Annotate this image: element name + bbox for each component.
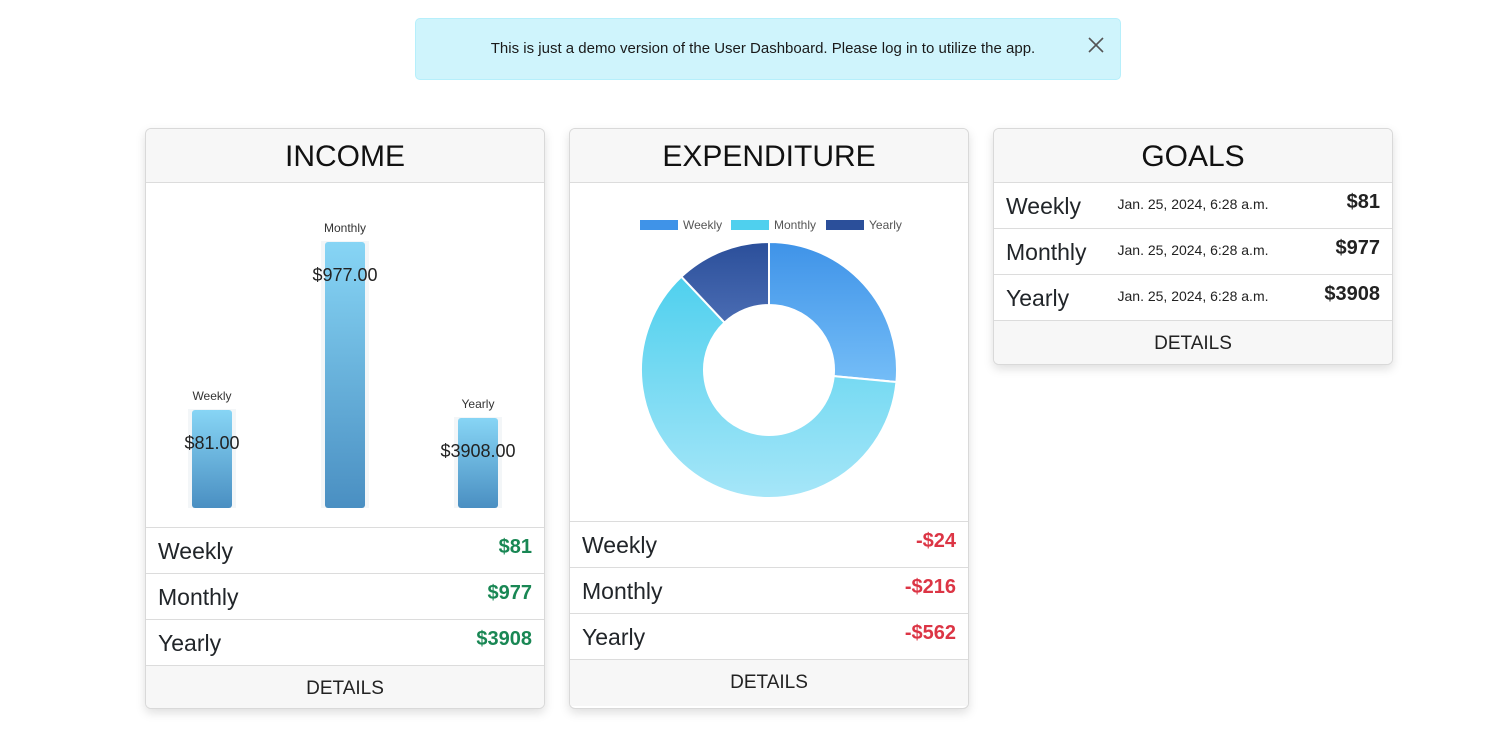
expenditure-row-label: Weekly <box>582 532 657 558</box>
income-bar-chart: Weekly $81.00 Monthly $977.00 Yearly $3908.00 <box>184 221 516 508</box>
income-details-button[interactable]: DETAILS <box>146 665 544 708</box>
income-title: INCOME <box>146 129 544 183</box>
expenditure-row-value: -$562 <box>904 622 956 644</box>
doughnut-slice-yearly[interactable] <box>679 240 770 325</box>
income-bar-yearly[interactable] <box>458 418 498 508</box>
expenditure-row-yearly: Yearly -$562 <box>570 614 968 659</box>
legend-swatch-monthly[interactable] <box>731 220 769 230</box>
expenditure-details-button[interactable]: DETAILS <box>570 659 968 706</box>
doughnut-slice-monthly[interactable] <box>640 275 898 499</box>
expenditure-chart: Weekly Monthly Yearly <box>570 183 968 522</box>
goals-row-yearly: Yearly Jan. 25, 2024, 6:28 a.m. $3908 <box>994 275 1392 320</box>
legend-label-monthly[interactable]: Monthly <box>774 218 816 232</box>
goals-row-label: Monthly <box>1006 239 1087 265</box>
expenditure-row-label: Monthly <box>582 578 663 604</box>
income-row-weekly: Weekly $81 <box>146 528 544 574</box>
doughnut-slice-weekly[interactable] <box>768 240 898 384</box>
goals-row-value: $3908 <box>1324 283 1380 305</box>
goals-title: GOALS <box>994 129 1392 183</box>
income-card: INCOME Weekly $81.00 Monthly $977.00 Yearly $… <box>145 128 545 709</box>
goals-row-date: Jan. 25, 2024, 6:28 a.m. <box>1117 288 1269 304</box>
income-bar-value-label: $3908.00 <box>440 441 515 461</box>
income-bar-category-label: Yearly <box>462 397 495 411</box>
goals-row-weekly: Weekly Jan. 25, 2024, 6:28 a.m. $81 <box>994 183 1392 229</box>
expenditure-row-value: -$216 <box>904 576 956 598</box>
expenditure-row-value: -$24 <box>915 530 956 552</box>
income-bar-weekly[interactable] <box>192 410 232 508</box>
legend-label-weekly[interactable]: Weekly <box>683 218 722 232</box>
income-row-value: $977 <box>487 582 533 604</box>
income-row-monthly: Monthly $977 <box>146 574 544 620</box>
expenditure-title: EXPENDITURE <box>570 129 968 183</box>
expenditure-row-label: Yearly <box>582 624 646 650</box>
income-bar-monthly[interactable] <box>325 242 365 508</box>
goals-details-button[interactable]: DETAILS <box>994 321 1392 364</box>
income-row-value: $81 <box>498 536 532 558</box>
alert-message: This is just a demo version of the User … <box>490 40 1036 57</box>
income-row-label: Yearly <box>158 630 222 656</box>
legend-swatch-yearly[interactable] <box>826 220 864 230</box>
expenditure-card: EXPENDITURE Weekly Monthly Yearly Weekly -$… <box>569 128 969 709</box>
legend-swatch-weekly[interactable] <box>640 220 678 230</box>
income-row-label: Monthly <box>158 584 239 610</box>
goals-row-value: $81 <box>1346 191 1380 213</box>
expenditure-row-monthly: Monthly -$216 <box>570 568 968 614</box>
income-bar-value-label: $81.00 <box>184 433 239 453</box>
income-chart: Weekly $81.00 Monthly $977.00 Yearly $3908.00 <box>146 183 544 528</box>
goals-row-date: Jan. 25, 2024, 6:28 a.m. <box>1117 242 1269 258</box>
demo-alert: This is just a demo version of the User … <box>415 18 1121 80</box>
goals-row-value: $977 <box>1335 237 1381 259</box>
goals-card: GOALS Weekly Jan. 25, 2024, 6:28 a.m. $81 M… <box>993 128 1393 365</box>
expenditure-doughnut-chart: Weekly Monthly Yearly <box>640 218 902 499</box>
legend-label-yearly[interactable]: Yearly <box>869 218 902 232</box>
goals-row-label: Yearly <box>1006 285 1070 311</box>
income-row-yearly: Yearly $3908 <box>146 620 544 665</box>
close-icon[interactable] <box>1086 35 1106 55</box>
goals-row-date: Jan. 25, 2024, 6:28 a.m. <box>1117 196 1269 212</box>
goals-row-label: Weekly <box>1006 193 1081 219</box>
income-bar-category-label: Monthly <box>324 221 366 235</box>
income-row-label: Weekly <box>158 538 233 564</box>
income-bar-value-label: $977.00 <box>312 265 377 285</box>
income-row-value: $3908 <box>476 628 532 650</box>
income-bar-category-label: Weekly <box>192 389 231 403</box>
expenditure-row-weekly: Weekly -$24 <box>570 522 968 568</box>
goals-row-monthly: Monthly Jan. 25, 2024, 6:28 a.m. $977 <box>994 229 1392 275</box>
